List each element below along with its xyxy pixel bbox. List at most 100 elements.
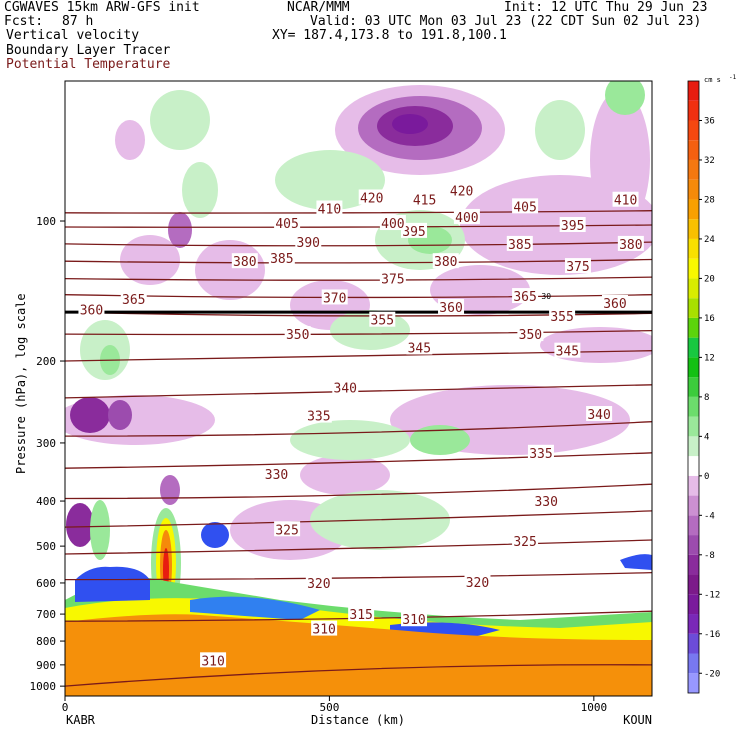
contour-label: 340 <box>587 408 610 423</box>
theta-contour <box>65 210 652 214</box>
colorbar-bin <box>688 436 699 457</box>
tracer-plume <box>620 554 652 570</box>
contour-label: 320 <box>307 577 330 592</box>
vv-positive-region <box>275 150 385 210</box>
colorbar-bin <box>688 475 699 496</box>
y-tick-label: 100 <box>36 215 56 228</box>
vv-positive-region <box>410 425 470 455</box>
colorbar-bin <box>688 81 699 101</box>
vv-positive-region <box>150 90 210 150</box>
vv-positive-region <box>535 100 585 160</box>
theta-contour <box>65 539 652 555</box>
contour-label-background <box>311 620 338 636</box>
colorbar-tick-label: 24 <box>704 235 715 245</box>
contour-label-background <box>321 289 348 305</box>
contour-label: 405 <box>275 217 298 232</box>
colorbar-bin <box>688 219 699 239</box>
colorbar-unit-exponent: -1 <box>729 74 737 81</box>
colorbar-unit-label: cm s <box>704 76 721 84</box>
contour-label-background <box>533 493 560 509</box>
field-boundary-layer-tracer: Boundary Layer Tracer <box>6 43 171 58</box>
endpoint-left-label: KABR <box>66 713 96 727</box>
contour-label: 400 <box>455 211 478 226</box>
colorbar-bin <box>688 357 699 378</box>
contour-label: 420 <box>450 185 473 200</box>
y-tick-label: 600 <box>36 577 56 590</box>
colorbar-bin <box>688 199 699 220</box>
potential-temperature-contours: 310 310 310 315 320 320 325 325 330 330 335 335 340 3… <box>65 182 652 687</box>
contour-label: 335 <box>529 447 552 462</box>
colorbar-bin <box>688 535 699 555</box>
contour-label-background <box>274 215 301 231</box>
colorbar-bin <box>688 179 699 200</box>
colorbar-bin <box>688 594 699 615</box>
contour-label: 355 <box>550 310 573 325</box>
contour-label: 395 <box>561 219 584 234</box>
colorbar-bin <box>688 396 699 417</box>
colorbar-bin <box>688 238 699 259</box>
contour-label-background <box>406 339 433 355</box>
contour-label-background <box>305 574 332 590</box>
vv-positive-region <box>290 420 410 460</box>
colorbar-tick-label: 16 <box>704 314 715 324</box>
contour-label-background <box>517 326 544 342</box>
colorbar-bin <box>688 377 699 397</box>
contour-label-background <box>438 298 465 314</box>
vv-negative-region <box>120 235 180 285</box>
contour-label-background <box>512 533 539 549</box>
field-potential-temperature: Potential Temperature <box>6 57 171 72</box>
colorbar-bin <box>688 554 699 575</box>
contour-label: 385 <box>270 252 293 267</box>
vv-negative-region <box>160 475 180 505</box>
colorbar-tick-label: -4 <box>704 511 715 521</box>
contour-label: 405 <box>513 200 536 215</box>
vv-positive-region <box>182 162 218 218</box>
theta-contour <box>65 510 652 528</box>
y-tick-label: 400 <box>36 495 56 508</box>
colorbar-bin <box>688 337 699 358</box>
contour-label-background <box>448 182 475 198</box>
field-vertical-velocity: Vertical velocity <box>6 28 140 43</box>
contour-label: 330 <box>265 468 288 483</box>
contour-label-background <box>432 253 459 269</box>
vv-negative-region <box>108 400 132 430</box>
contour-label: 345 <box>556 345 579 360</box>
cross-section-endpoints: XY= 187.4,173.8 to 191.8,100.1 <box>272 28 507 43</box>
contour-label-background <box>612 191 639 207</box>
contour-label: 415 <box>413 194 436 209</box>
y-tick-label: 300 <box>36 437 56 450</box>
colorbar-bin <box>688 515 699 536</box>
contour-label-background <box>464 573 491 589</box>
y-tick-label: 1000 <box>30 680 57 693</box>
colorbar-bin <box>688 614 699 634</box>
contour-label-background <box>506 235 533 251</box>
contour-label-background <box>332 379 359 395</box>
contour-label-background <box>305 407 332 423</box>
colorbar-tick-label: 0 <box>704 472 709 482</box>
x-axis-title: Distance (km) <box>311 713 405 727</box>
contour-label: 380 <box>434 255 457 270</box>
y-axis-ticks: 100 200 300 400 500 600 700 800 900 1000 <box>30 215 65 693</box>
colorbar-bin <box>688 120 699 141</box>
contour-label-background <box>453 208 480 224</box>
vv-positive-region <box>605 81 645 115</box>
contour-label-background <box>554 342 581 358</box>
org-label: NCAR/MMM <box>287 0 350 15</box>
colorbar-bin <box>688 574 699 595</box>
colorbar-bin <box>688 653 699 674</box>
vv-negative-region <box>300 455 390 495</box>
model-title: CGWAVES 15km ARW-GFS init <box>4 0 200 15</box>
contour-label-background <box>295 234 322 250</box>
colorbar: -20 -16 -12 -8 -4 0 4 8 12 16 20 24 28 32 36 <box>687 80 720 694</box>
contour-label-background <box>369 311 396 327</box>
colorbar-tick-label: 32 <box>704 156 715 166</box>
x-tick-label: 500 <box>319 701 339 714</box>
x-tick-label: 0 <box>62 701 69 714</box>
contour-label: 330 <box>534 495 557 510</box>
contour-label: 360 <box>439 301 462 316</box>
valid-time: Valid: 03 UTC Mon 03 Jul 23 (22 CDT Sun … <box>310 14 702 29</box>
contour-label: 390 <box>297 236 320 251</box>
colorbar-tick-label: 8 <box>704 393 709 403</box>
contour-label-background <box>401 222 428 238</box>
